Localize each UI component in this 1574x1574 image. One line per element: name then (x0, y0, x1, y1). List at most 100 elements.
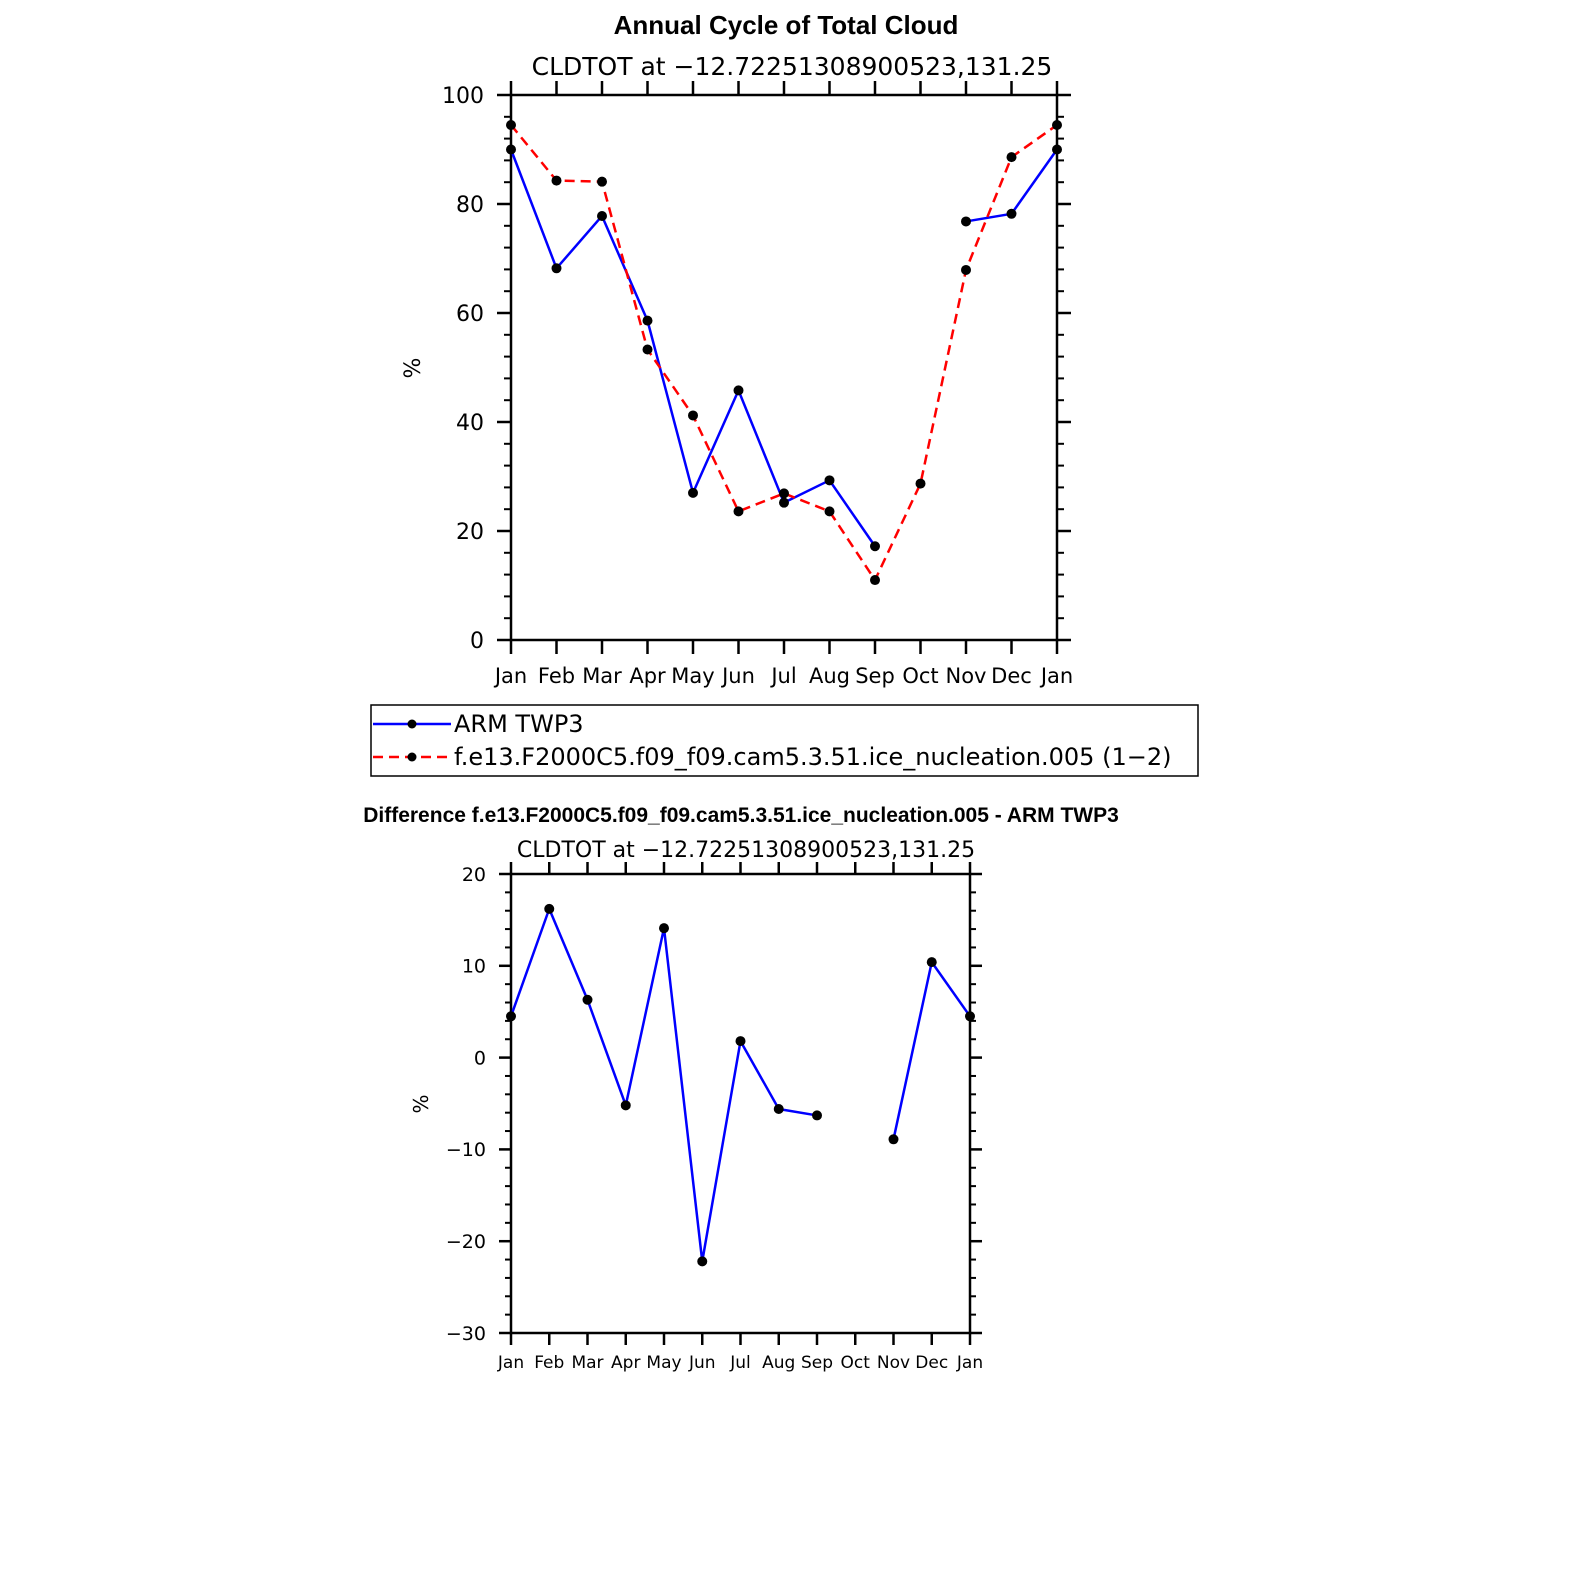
x-tick-label: Sep (855, 664, 895, 688)
data-point (1052, 119, 1062, 130)
legend-label-arm: ARM TWP3 (454, 710, 584, 738)
data-point (544, 903, 555, 914)
data-point (824, 506, 835, 517)
y-tick-label: 20 (456, 520, 484, 545)
data-point (551, 263, 562, 274)
y-tick-label: 0 (474, 1047, 486, 1069)
x-tick-label: Dec (915, 1353, 948, 1373)
y-axis-label: % (401, 358, 426, 379)
x-tick-label: Dec (991, 664, 1032, 688)
data-point (1006, 208, 1017, 219)
data-point (812, 1110, 822, 1121)
x-tick-label: Oct (841, 1353, 871, 1373)
data-point (506, 119, 516, 130)
chart-title: Difference f.e13.F2000C5.f09_f09.cam5.3.… (363, 804, 1119, 827)
legend-box (370, 704, 1199, 777)
data-point (779, 488, 789, 499)
data-point (915, 478, 926, 489)
data-point (688, 410, 698, 421)
data-point (733, 385, 744, 396)
data-point (688, 487, 698, 498)
data-point (961, 264, 971, 275)
data-point (697, 1256, 708, 1267)
data-point (642, 315, 653, 326)
x-tick-label: Mar (582, 664, 622, 688)
series-layer (506, 903, 975, 1267)
x-tick-label: Apr (629, 664, 666, 688)
y-tick-label: 80 (456, 193, 484, 218)
x-tick-label: Jan (497, 1353, 524, 1373)
axes-frame: 0 20 40 60 80 100 Jan Feb Mar Apr May Jun Jul Aug Sep O… (442, 81, 1073, 688)
data-point (1006, 152, 1017, 163)
data-point (506, 1011, 516, 1022)
difference-chart: Difference f.e13.F2000C5.f09_f09.cam5.3.… (363, 804, 1119, 1373)
data-point (1052, 144, 1062, 155)
data-point (888, 1134, 899, 1145)
series-line (510, 123, 1058, 582)
x-tick-label: Jul (769, 664, 796, 688)
x-tick-label: Jul (729, 1353, 751, 1373)
y-tick-label: 60 (456, 302, 484, 327)
legend-label-model: f.e13.F2000C5.f09_f09.cam5.3.51.ice_nucl… (454, 743, 1171, 771)
data-point (824, 475, 835, 486)
x-tick-label: Apr (611, 1353, 640, 1373)
chart-title: Annual Cycle of Total Cloud (614, 10, 959, 40)
plot-frame (509, 93, 1059, 642)
x-tick-label: Nov (877, 1353, 910, 1373)
legend-marker-model (407, 752, 417, 762)
legend-marker-arm (407, 719, 417, 729)
x-tick-label: Feb (538, 664, 575, 688)
series-1 (506, 119, 1062, 586)
x-tick-label: Jan (1039, 664, 1073, 688)
x-tick-label: Jun (688, 1353, 716, 1373)
data-point (965, 1011, 975, 1022)
data-point (642, 344, 653, 355)
x-tick-label: May (646, 1353, 681, 1373)
data-point (582, 994, 593, 1005)
y-tick-label: 40 (456, 411, 484, 436)
series-0 (506, 903, 975, 1267)
series-line (892, 960, 972, 1140)
x-tick-label: Aug (762, 1353, 795, 1373)
x-tick-label: Jun (720, 664, 755, 688)
y-tick-label: 0 (470, 629, 484, 654)
y-tick-label: −10 (446, 1139, 486, 1161)
data-point (870, 541, 880, 552)
data-point (551, 175, 562, 186)
y-tick-label: 100 (442, 84, 484, 109)
data-point (597, 210, 607, 221)
x-tick-label: Mar (571, 1353, 603, 1373)
series-line (509, 907, 818, 1263)
data-point (597, 176, 607, 187)
y-tick-label: 20 (462, 864, 486, 886)
x-tick-label: Jan (956, 1353, 983, 1373)
series-layer (506, 119, 1062, 586)
data-point (961, 216, 971, 227)
x-tick-label: Sep (801, 1353, 833, 1373)
data-point (735, 1036, 746, 1047)
legend: ARM TWP3 f.e13.F2000C5.f09_f09.cam5.3.51… (370, 704, 1199, 777)
x-tick-label: Aug (809, 664, 850, 688)
data-point (620, 1100, 631, 1111)
data-point (926, 957, 937, 968)
data-point (506, 144, 516, 155)
chart-subtitle: CLDTOT at −12.72251308900523,131.25 (532, 52, 1053, 81)
data-point (773, 1104, 784, 1115)
x-tick-label: Nov (946, 664, 987, 688)
data-point (779, 497, 789, 508)
axes-frame: −30 −20 −10 0 10 20 Jan Feb Mar Apr May Jun Jul Aug Se… (446, 862, 983, 1373)
series-line (509, 149, 877, 547)
y-tick-label: −20 (446, 1231, 486, 1253)
x-tick-label: Feb (534, 1353, 564, 1373)
x-tick-label: Oct (902, 664, 938, 688)
data-point (870, 575, 880, 586)
data-point (659, 923, 669, 934)
series-0 (506, 144, 1062, 552)
y-tick-label: −30 (446, 1323, 486, 1345)
chart-subtitle: CLDTOT at −12.72251308900523,131.25 (517, 838, 975, 863)
annual-cycle-chart: Annual Cycle of Total Cloud CLDTOT at −1… (370, 10, 1199, 777)
data-point (733, 506, 744, 517)
y-tick-label: 10 (462, 956, 486, 978)
y-axis-label: % (409, 1094, 433, 1113)
